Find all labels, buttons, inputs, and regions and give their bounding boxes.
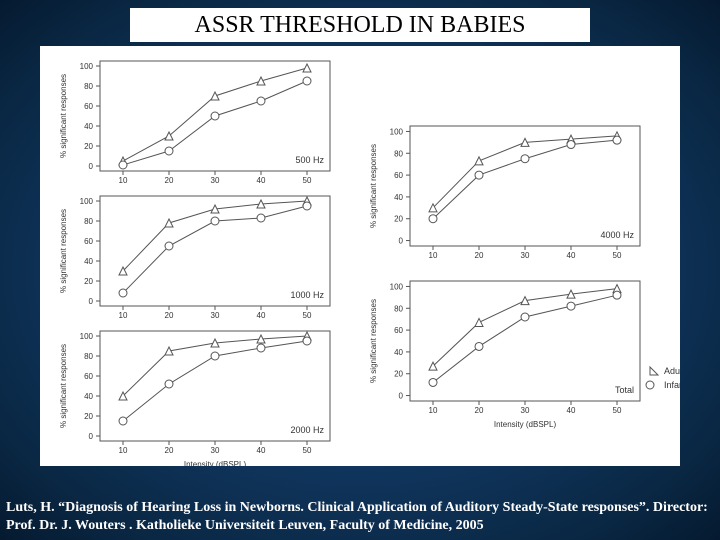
svg-text:30: 30 [211,176,220,185]
svg-text:0: 0 [89,432,94,441]
svg-text:Infants: Infants [664,380,680,390]
svg-text:80: 80 [84,82,93,91]
svg-text:40: 40 [84,257,93,266]
svg-text:Intensity (dBSPL): Intensity (dBSPL) [184,460,247,466]
svg-text:40: 40 [567,406,576,415]
svg-text:80: 80 [84,352,93,361]
svg-text:20: 20 [84,412,93,421]
svg-text:80: 80 [394,304,403,313]
svg-text:100: 100 [80,197,94,206]
svg-text:40: 40 [394,193,403,202]
svg-text:10: 10 [119,176,128,185]
figure-container: 1020304050020406080100500 Hz% significan… [40,46,680,466]
svg-text:20: 20 [165,311,174,320]
svg-text:4000 Hz: 4000 Hz [600,230,634,240]
svg-text:40: 40 [257,446,266,455]
svg-text:30: 30 [521,251,530,260]
svg-text:10: 10 [119,311,128,320]
svg-text:60: 60 [84,372,93,381]
svg-text:0: 0 [89,297,94,306]
svg-text:50: 50 [303,446,312,455]
svg-text:40: 40 [84,122,93,131]
svg-text:60: 60 [84,102,93,111]
svg-text:20: 20 [84,142,93,151]
svg-text:% significant responses: % significant responses [369,144,378,228]
svg-text:10: 10 [429,406,438,415]
svg-text:20: 20 [165,176,174,185]
svg-text:100: 100 [390,127,404,136]
chart-svg: 1020304050020406080100500 Hz% significan… [40,46,680,466]
svg-text:500 Hz: 500 Hz [295,155,324,165]
svg-text:30: 30 [211,446,220,455]
slide-title: ASSR THRESHOLD IN BABIES [0,12,720,39]
svg-text:Adults: Adults [664,366,680,376]
svg-text:30: 30 [521,406,530,415]
svg-text:50: 50 [613,251,622,260]
svg-text:60: 60 [84,237,93,246]
svg-text:50: 50 [303,176,312,185]
svg-text:30: 30 [211,311,220,320]
slide-root: ASSR THRESHOLD IN BABIES 10 20 30 40 50 0 20 40… [0,0,720,540]
svg-text:20: 20 [165,446,174,455]
svg-text:50: 50 [613,406,622,415]
svg-text:100: 100 [390,282,404,291]
svg-text:1000 Hz: 1000 Hz [290,290,324,300]
svg-text:% significant responses: % significant responses [59,209,68,293]
svg-text:40: 40 [257,311,266,320]
svg-text:0: 0 [399,392,404,401]
svg-text:% significant responses: % significant responses [59,344,68,428]
citation-text: Luts, H. “Diagnosis of Hearing Loss in N… [6,499,714,534]
svg-text:40: 40 [567,251,576,260]
svg-text:20: 20 [394,215,403,224]
svg-text:10: 10 [119,446,128,455]
svg-text:20: 20 [84,277,93,286]
svg-text:20: 20 [475,251,484,260]
svg-text:10: 10 [429,251,438,260]
svg-text:50: 50 [303,311,312,320]
svg-text:60: 60 [394,326,403,335]
svg-text:20: 20 [475,406,484,415]
svg-text:0: 0 [89,162,94,171]
svg-text:% significant responses: % significant responses [59,74,68,158]
svg-text:80: 80 [84,217,93,226]
svg-text:Intensity (dBSPL): Intensity (dBSPL) [494,420,557,429]
svg-text:Total: Total [615,385,634,395]
svg-text:% significant responses: % significant responses [369,299,378,383]
svg-text:40: 40 [394,348,403,357]
svg-text:100: 100 [80,62,94,71]
svg-text:40: 40 [84,392,93,401]
svg-text:20: 20 [394,370,403,379]
svg-text:60: 60 [394,171,403,180]
svg-text:0: 0 [399,237,404,246]
svg-text:40: 40 [257,176,266,185]
svg-text:100: 100 [80,332,94,341]
svg-text:80: 80 [394,149,403,158]
svg-text:2000 Hz: 2000 Hz [290,425,324,435]
